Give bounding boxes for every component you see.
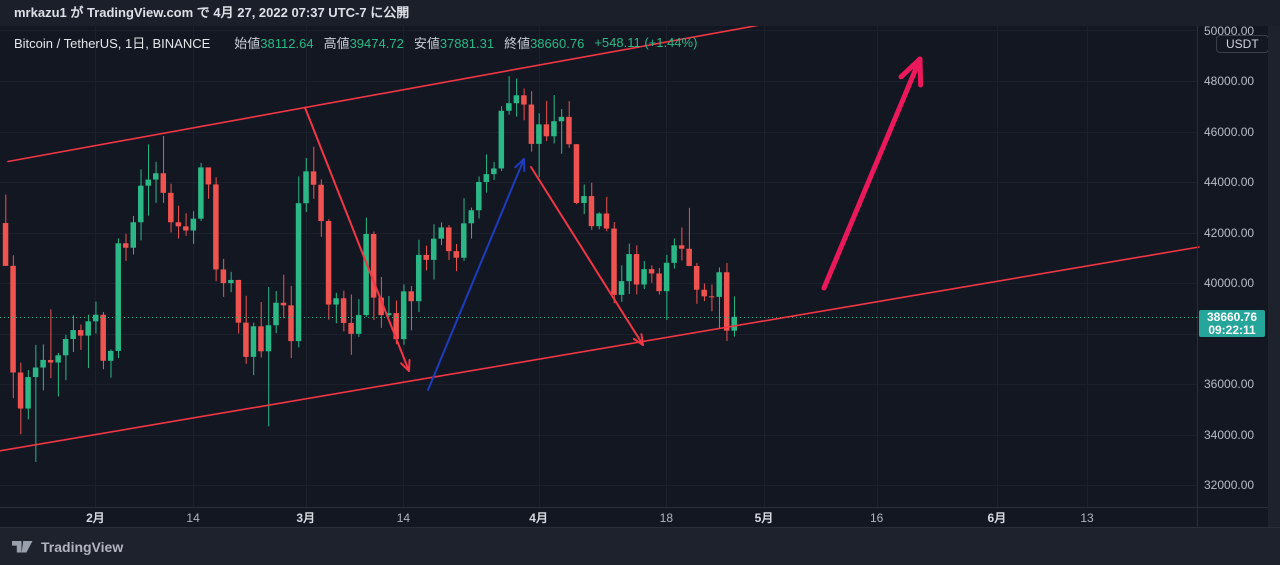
time-axis-label: 3月 [296, 511, 316, 525]
time-axis-label: 13 [1080, 511, 1094, 525]
close-label: 終値38660.76 [504, 35, 585, 51]
time-axis-label: 2月 [86, 511, 105, 525]
time-axis-label: 4月 [529, 511, 548, 525]
time-axis-label: 18 [659, 511, 674, 525]
open-value: 38112.64 [260, 35, 314, 51]
time-axis-label: 14 [186, 511, 200, 525]
price-axis-label: 42000.00 [1204, 225, 1255, 240]
high-value: 39474.72 [349, 35, 404, 51]
symbol-title: Bitcoin / TetherUS, 1日, BINANCE [14, 35, 211, 51]
publish-text: mrkazu1 が TradingView.com で 4月 27, 2022 … [14, 5, 410, 20]
time-axis-label: 14 [396, 511, 411, 525]
price-axis-label: 32000.00 [1204, 478, 1255, 493]
publish-info-bar: mrkazu1 が TradingView.com で 4月 27, 2022 … [0, 0, 1280, 26]
price-axis-label: 44000.00 [1204, 175, 1255, 189]
chart-legend: Bitcoin / TetherUS, 1日, BINANCE 始値38112.… [14, 34, 698, 51]
low-label: 安値37881.31 [413, 35, 495, 51]
time-axis-label: 5月 [754, 511, 774, 525]
low-value: 37881.31 [439, 35, 495, 51]
price-axis-label: 36000.00 [1204, 377, 1255, 392]
price-axis-label: 40000.00 [1204, 276, 1255, 291]
brand-name[interactable]: TradingView [41, 538, 124, 555]
tradingview-logo-icon[interactable] [12, 540, 33, 553]
price-axis-label: 34000.00 [1204, 427, 1255, 442]
open-label: 始値38112.64 [234, 35, 314, 51]
price-axis-label: 46000.00 [1204, 124, 1255, 139]
current-price-value: 38660.76 [1206, 309, 1258, 324]
close-value: 38660.76 [530, 35, 585, 51]
currency-badge: USDT [1216, 35, 1268, 53]
price-axis-label: 50000.00 [1204, 26, 1255, 38]
candlestick-chart-canvas[interactable] [0, 26, 1268, 527]
current-price-badge: 38660.76 09:22:11 [1199, 309, 1265, 337]
bar-countdown: 09:22:11 [1208, 322, 1256, 337]
time-axis-label: 16 [870, 511, 884, 525]
chart-container[interactable]: Bitcoin / TetherUS, 1日, BINANCE 始値38112.… [0, 26, 1268, 527]
bottom-brand-bar: TradingView [0, 527, 1280, 565]
change-value: +548.11 (+1.44%) [594, 34, 698, 50]
price-axis-label: 48000.00 [1204, 74, 1255, 88]
time-axis-label: 6月 [987, 511, 1007, 525]
high-label: 高値39474.72 [323, 35, 404, 51]
